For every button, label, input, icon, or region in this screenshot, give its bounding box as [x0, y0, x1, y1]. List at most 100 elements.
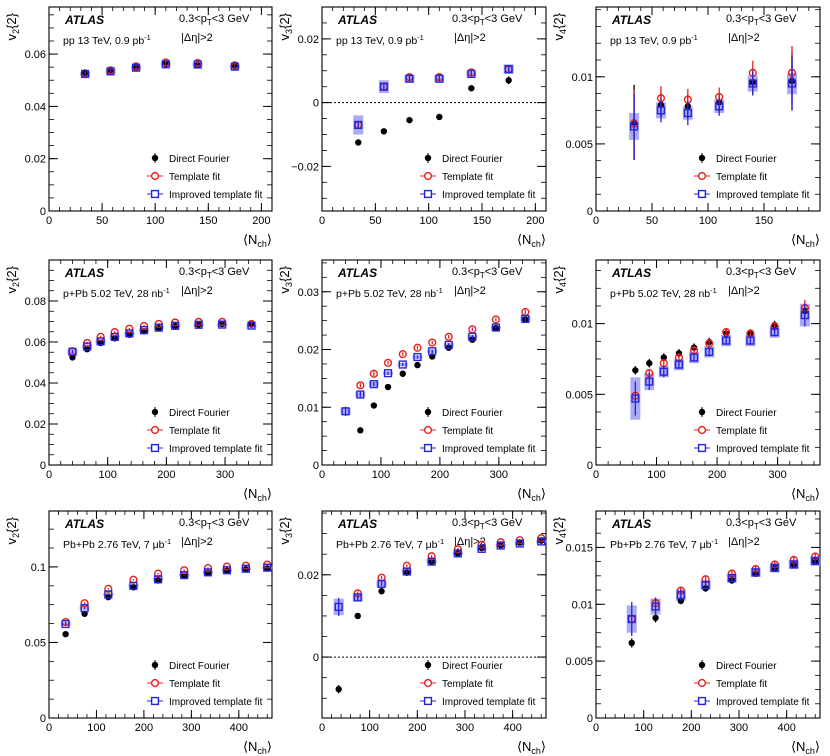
template-fit-point [80, 599, 89, 608]
legend-improved-label: Improved template fit [716, 190, 810, 201]
plot-frame [595, 6, 821, 212]
x-tick-label: 300 [490, 469, 508, 481]
x-tick-label: 200 [708, 469, 726, 481]
panel-1: 0 50 100 150 200 0 0.02 0.04 0.06 v2{2} ⟨Nch⟩ ATLAS… [4, 6, 273, 249]
x-tick-label: 0 [319, 469, 325, 481]
improved-template-fit-point [230, 62, 239, 71]
eta-gap-label: |Δη|>2 [181, 32, 213, 44]
direct-fourier-point [83, 345, 91, 353]
improved-template-fit-point [139, 326, 149, 335]
x-tick-label: 150 [755, 215, 773, 227]
improved-template-fit-point [354, 120, 363, 130]
pt-cut-label: 0.3<pT<3 GeV [726, 266, 797, 280]
improved-template-fit-point [746, 336, 755, 345]
improved-template-fit-point [453, 549, 462, 558]
x-tick-label: 0 [319, 215, 325, 227]
legend-template-marker [697, 171, 707, 181]
x-axis-label: ⟨Nch⟩ [791, 739, 820, 756]
plot-frame [595, 510, 821, 719]
pt-cut-label: 0.3<pT<3 GeV [452, 517, 523, 531]
x-tick-label: 100 [419, 215, 437, 227]
legend-direct-label: Direct Fourier [716, 154, 777, 165]
legend-improved-marker [697, 696, 707, 706]
legend-improved-marker [423, 443, 433, 453]
x-tick-label: 300 [456, 722, 474, 734]
direct-fourier-point [436, 113, 443, 121]
improved-template-fit-point [521, 314, 530, 324]
direct-fourier-point [370, 402, 378, 409]
legend-template-marker [150, 678, 160, 688]
improved-template-fit-point [171, 321, 180, 330]
x-tick-label: 200 [431, 469, 449, 481]
direct-fourier-point [62, 630, 69, 638]
y-axis-label: v4{2} [551, 12, 568, 40]
y-tick-label: 0.04 [25, 378, 46, 390]
improved-template-fit-point [627, 614, 636, 624]
pt-cut-label: 0.3<pT<3 GeV [179, 517, 250, 531]
y-tick-label: 0.005 [565, 139, 593, 151]
legend-improved-marker [423, 696, 433, 706]
legend-improved-label: Improved template fit [716, 697, 810, 708]
legend-template-label: Template fit [169, 172, 220, 183]
improved-template-fit-point [61, 619, 70, 629]
legend-direct-label: Direct Fourier [442, 154, 503, 165]
y-tick-label: 0 [313, 652, 319, 664]
legend-improved-marker [150, 189, 160, 199]
x-axis-label: ⟨Nch⟩ [517, 232, 546, 249]
x-tick-label: 0 [46, 469, 52, 481]
improved-template-fit-point [241, 564, 251, 573]
improved-template-fit-point [800, 311, 809, 320]
y-axis-label: v2{2} [4, 516, 21, 544]
improved-template-fit-point [770, 328, 779, 337]
improved-template-fit-point [203, 568, 213, 577]
y-axis-label: v3{2} [277, 12, 294, 40]
improved-template-fit-point [413, 352, 422, 362]
pt-cut-label: 0.3<pT<3 GeV [726, 517, 797, 531]
y-tick-label: 0.015 [565, 542, 593, 554]
x-axis-label: ⟨Nch⟩ [791, 486, 820, 503]
eta-gap-label: |Δη|>2 [728, 285, 760, 297]
legend: Direct Fourier Template fit Improved templ… [694, 153, 810, 201]
improved-template-fit-point [428, 347, 437, 356]
eta-gap-label: |Δη|>2 [728, 32, 760, 44]
x-tick-label: 0 [593, 722, 599, 734]
legend-template-label: Template fit [716, 679, 767, 690]
y-tick-label: 0 [40, 713, 46, 725]
plot-frame [595, 259, 821, 466]
y-tick-label: 0.06 [25, 337, 46, 349]
legend-improved-marker [150, 443, 160, 453]
legend-improved-label: Improved template fit [169, 190, 263, 201]
improved-template-fit-point [705, 347, 714, 356]
y-axis-label: v4{2} [551, 516, 568, 544]
x-tick-label: 400 [230, 722, 248, 734]
system-label: pp 13 TeV, 0.9 pb-1 [63, 33, 151, 47]
improved-template-fit-point [727, 574, 736, 583]
x-tick-label: 300 [768, 469, 786, 481]
legend-direct-label: Direct Fourier [169, 661, 230, 672]
eta-gap-label: |Δη|>2 [728, 536, 760, 548]
direct-fourier-point [181, 572, 188, 580]
legend: Direct Fourier Template fit Improved templ… [694, 407, 810, 455]
legend-template-marker [697, 425, 707, 435]
y-tick-label: 0 [40, 460, 46, 472]
direct-fourier-point [354, 612, 361, 620]
improved-template-fit-point [496, 541, 505, 550]
eta-gap-label: |Δη|>2 [181, 285, 213, 297]
system-label: Pb+Pb 2.76 TeV, 7 μb-1 [336, 537, 444, 551]
plot-frame [321, 510, 547, 719]
direct-fourier-point [380, 128, 388, 135]
system-label: pp 13 TeV, 0.9 pb-1 [336, 33, 424, 47]
y-tick-label: 0.01 [572, 72, 593, 84]
improved-template-fit-point [715, 102, 724, 111]
improved-template-fit-point [341, 407, 350, 416]
improved-template-fit-point [154, 575, 163, 584]
improved-template-fit-point [104, 590, 113, 599]
system-label: pp 13 TeV, 0.9 pb-1 [610, 33, 698, 47]
x-tick-label: 100 [146, 215, 164, 227]
template-fit-point [468, 325, 477, 334]
y-tick-label: 0 [313, 460, 319, 472]
template-fit-point [104, 584, 113, 593]
improved-template-fit-point [722, 336, 731, 345]
legend-improved-marker [697, 189, 707, 199]
